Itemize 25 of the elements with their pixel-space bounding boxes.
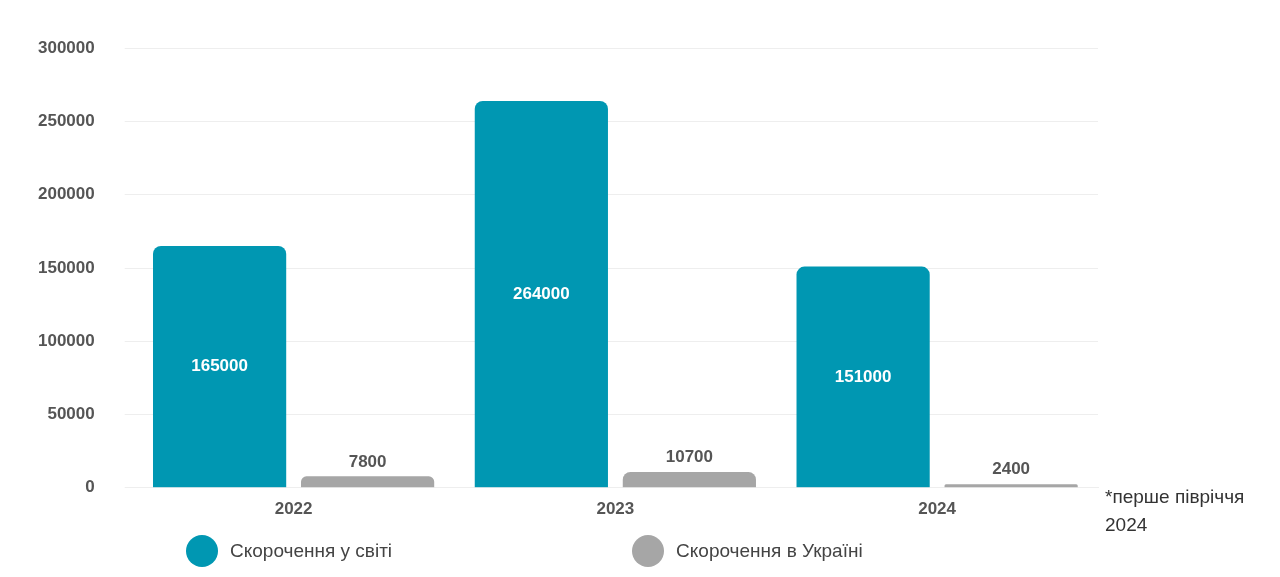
x-tick-label: 2022 bbox=[274, 498, 313, 518]
y-tick-label: 50000 bbox=[47, 404, 95, 424]
y-tick-label: 250000 bbox=[37, 111, 95, 131]
legend-label: Скорочення в Україні bbox=[676, 540, 863, 562]
bar bbox=[622, 472, 756, 488]
y-tick-label: 150000 bbox=[37, 257, 95, 277]
data-label: 7800 bbox=[348, 451, 387, 471]
bar bbox=[796, 266, 930, 488]
legend-label: Скорочення у світі bbox=[230, 540, 393, 562]
y-tick-label: 0 bbox=[85, 477, 95, 497]
data-label: 151000 bbox=[834, 366, 892, 386]
bar bbox=[944, 484, 1078, 488]
data-label: 10700 bbox=[665, 447, 714, 467]
bar bbox=[301, 476, 435, 488]
data-label: 264000 bbox=[512, 283, 570, 303]
bar bbox=[474, 100, 608, 488]
x-tick-label: 2024 bbox=[918, 498, 957, 518]
bar bbox=[153, 246, 287, 488]
y-tick-label: 300000 bbox=[37, 37, 95, 57]
data-label: 165000 bbox=[191, 356, 248, 376]
y-tick-label: 100000 bbox=[37, 330, 95, 350]
data-label: 2400 bbox=[992, 459, 1031, 479]
y-tick-label: 200000 bbox=[37, 184, 95, 204]
x-tick-label: 2023 bbox=[596, 498, 635, 518]
text: *перше півріччя 2024 bbox=[1105, 485, 1246, 537]
